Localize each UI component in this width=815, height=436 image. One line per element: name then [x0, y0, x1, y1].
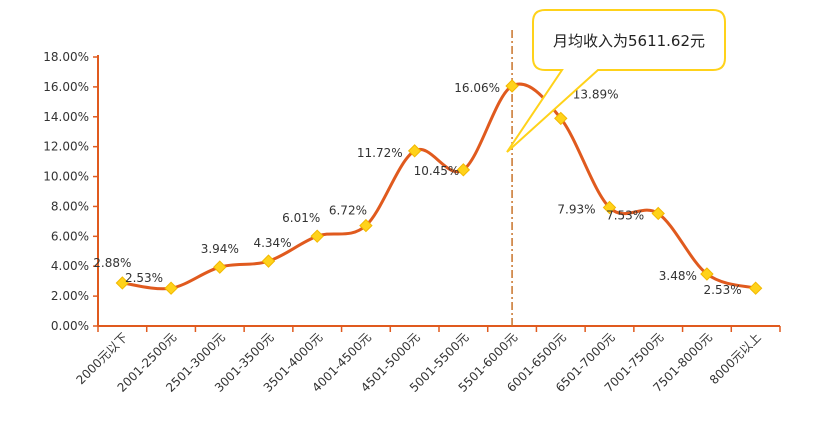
data-label: 2.53% — [125, 271, 163, 285]
callout-text: 月均收入为5611.62元 — [553, 32, 705, 50]
data-markers — [115, 79, 763, 295]
data-label: 3.94% — [201, 242, 239, 256]
y-tick-label: 2.00% — [51, 289, 89, 303]
data-point — [505, 79, 519, 93]
data-label: 11.72% — [357, 146, 403, 160]
data-labels: 2.88%2.53%3.94% 4.34%6.01%6.72%11.72%10.4… — [93, 81, 741, 297]
data-point — [748, 281, 763, 295]
average-income-callout: 月均收入为5611.62元 — [506, 9, 726, 153]
data-point — [602, 200, 617, 215]
data-point — [310, 229, 324, 243]
data-label: 7.93% — [557, 202, 595, 216]
axes — [97, 55, 780, 327]
data-label: 6.72% — [329, 204, 367, 218]
data-point — [651, 206, 665, 221]
y-axis-ticks: 0.00% 2.00% 4.00% 6.00% 8.00% 10.00% 12.00% 14.… — [43, 50, 98, 333]
y-tick-label: 18.00% — [43, 50, 89, 64]
callout-bubble — [506, 9, 726, 153]
data-point — [554, 111, 568, 126]
y-tick-label: 10.00% — [43, 170, 89, 184]
data-point — [164, 281, 178, 295]
y-tick-label: 6.00% — [51, 229, 89, 243]
data-point — [700, 267, 714, 281]
y-tick-label: 4.00% — [51, 259, 89, 273]
data-label: 6.01% — [282, 211, 320, 225]
data-point — [213, 260, 227, 274]
data-label: 2.53% — [704, 283, 742, 297]
data-label: 10.45% — [414, 164, 460, 178]
data-label: 4.34% — [253, 236, 291, 250]
data-label: 3.48% — [659, 269, 697, 283]
data-label: 13.89% — [573, 87, 619, 101]
y-tick-label: 14.00% — [43, 110, 89, 124]
data-point — [407, 144, 422, 158]
data-label: 7.53% — [606, 208, 644, 222]
data-point — [456, 163, 471, 177]
data-point — [359, 218, 373, 233]
data-label: 16.06% — [454, 81, 500, 95]
series-line — [122, 82, 757, 291]
data-point — [261, 254, 276, 268]
y-tick-label: 0.00% — [51, 319, 89, 333]
y-tick-label: 12.00% — [43, 140, 89, 154]
y-tick-label: 8.00% — [51, 199, 89, 213]
x-tick-label: 8000元以上 — [707, 330, 764, 387]
y-tick-label: 16.00% — [43, 80, 89, 94]
data-label: 2.88% — [93, 256, 131, 270]
data-point — [115, 276, 130, 290]
x-axis-ticks: 2000元以下2001-2500元2501-3000元3001-3500元350… — [74, 326, 781, 395]
